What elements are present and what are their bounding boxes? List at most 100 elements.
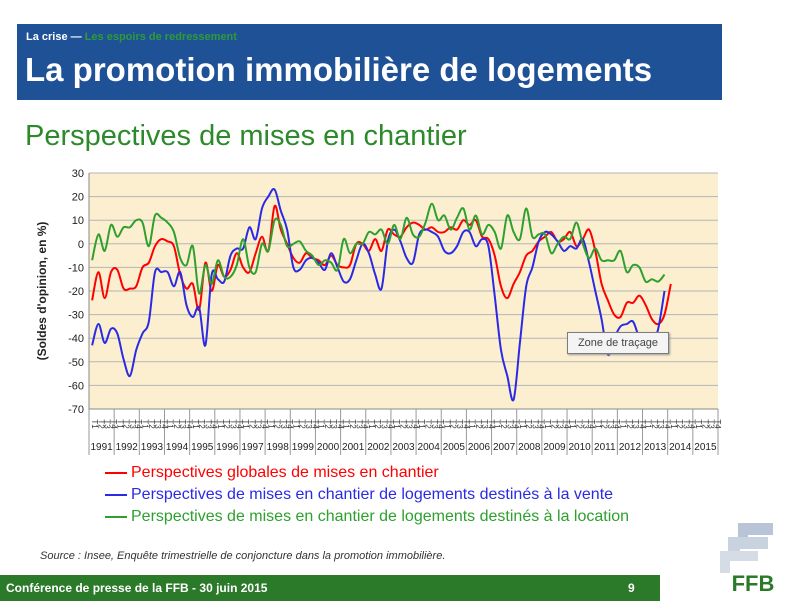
breadcrumb: La crise — Les espoirs de redressement [26, 31, 237, 43]
x-quarter-label: T4 [637, 419, 646, 429]
x-quarter-label: T1 [241, 419, 250, 429]
x-quarter-label: T2 [600, 419, 609, 429]
x-quarter-label: T1 [417, 419, 426, 429]
x-year-label: 2004 [418, 442, 441, 453]
x-quarter-label: T2 [373, 419, 382, 429]
x-quarter-label: T2 [625, 419, 634, 429]
x-quarter-label: T4 [688, 419, 697, 429]
x-quarter-label: T3 [606, 419, 615, 429]
y-tick-label: 10 [72, 215, 84, 227]
x-quarter-label: T3 [681, 419, 690, 429]
legend-swatch-blue [105, 494, 127, 496]
legend-label: Perspectives de mises en chantier de log… [131, 508, 630, 525]
x-quarter-label: T1 [166, 419, 175, 429]
x-year-label: 1999 [292, 442, 315, 453]
x-quarter-label: T1 [392, 419, 401, 429]
x-quarter-label: T4 [461, 419, 470, 429]
x-quarter-label: T4 [486, 419, 495, 429]
x-quarter-label: T3 [405, 419, 414, 429]
x-quarter-label: T1 [644, 419, 653, 429]
x-quarter-label: T3 [178, 419, 187, 429]
x-year-label: 2015 [694, 442, 717, 453]
x-quarter-label: T3 [279, 419, 288, 429]
x-quarter-label: T2 [474, 419, 483, 429]
x-quarter-label: T3 [505, 419, 514, 429]
x-quarter-label: T1 [317, 419, 326, 429]
x-year-label: 2012 [619, 442, 642, 453]
y-tick-label: -70 [68, 404, 84, 416]
x-quarter-label: T1 [468, 419, 477, 429]
x-year-label: 1996 [216, 442, 239, 453]
x-year-label: 1998 [267, 442, 290, 453]
y-tick-label: 30 [72, 168, 84, 180]
x-quarter-label: T2 [222, 419, 231, 429]
x-quarter-label: T3 [354, 419, 363, 429]
x-quarter-label: T2 [499, 419, 508, 429]
x-year-label: 1995 [191, 442, 214, 453]
x-quarter-label: T4 [713, 419, 722, 429]
x-quarter-label: T4 [562, 419, 571, 429]
x-quarter-label: T1 [619, 419, 628, 429]
x-quarter-label: T4 [537, 419, 546, 429]
x-year-label: 2006 [468, 442, 491, 453]
x-quarter-label: T3 [379, 419, 388, 429]
x-quarter-label: T3 [581, 419, 590, 429]
x-year-label: 2010 [568, 442, 591, 453]
x-quarter-label: T1 [543, 419, 552, 429]
x-quarter-label: T4 [587, 419, 596, 429]
x-quarter-label: T1 [694, 419, 703, 429]
x-quarter-label: T4 [411, 419, 420, 429]
legend-item-vente: Perspectives de mises en chantier de log… [105, 484, 629, 506]
x-quarter-label: T3 [455, 419, 464, 429]
x-quarter-label: T4 [310, 419, 319, 429]
x-quarter-label: T3 [556, 419, 565, 429]
legend-item-global: Perspectives globales de mises en chanti… [105, 462, 629, 484]
footer-text: Conférence de presse de la FFB - 30 juin… [6, 581, 268, 595]
x-quarter-label: T1 [669, 419, 678, 429]
x-quarter-label: T3 [203, 419, 212, 429]
x-year-label: 2014 [669, 442, 692, 453]
x-quarter-label: T4 [159, 419, 168, 429]
x-quarter-label: T3 [631, 419, 640, 429]
x-quarter-label: T4 [285, 419, 294, 429]
x-quarter-label: T4 [386, 419, 395, 429]
x-quarter-label: T2 [574, 419, 583, 429]
x-quarter-label: T2 [348, 419, 357, 429]
legend-label: Perspectives globales de mises en chanti… [131, 464, 439, 481]
x-year-label: 2009 [543, 442, 566, 453]
x-quarter-label: T4 [335, 419, 344, 429]
x-year-label: 1992 [116, 442, 139, 453]
x-quarter-label: T4 [512, 419, 521, 429]
header-banner: La crise — Les espoirs de redressement L… [17, 24, 722, 100]
x-quarter-label: T3 [153, 419, 162, 429]
x-quarter-label: T4 [210, 419, 219, 429]
x-quarter-label: T3 [128, 419, 137, 429]
x-quarter-label: T3 [329, 419, 338, 429]
x-quarter-label: T1 [291, 419, 300, 429]
x-year-label: 2011 [594, 442, 616, 453]
x-quarter-label: T1 [90, 419, 99, 429]
x-quarter-label: T2 [273, 419, 282, 429]
legend-swatch-red [105, 472, 127, 474]
y-tick-label: -60 [68, 380, 84, 392]
x-quarter-label: T3 [229, 419, 238, 429]
x-year-label: 2001 [342, 442, 365, 453]
ffb-logo-icon: FFB [720, 523, 774, 595]
x-quarter-label: T1 [140, 419, 149, 429]
x-quarter-label: T4 [235, 419, 244, 429]
x-quarter-label: T3 [480, 419, 489, 429]
x-year-label: 2003 [392, 442, 415, 453]
x-quarter-label: T3 [254, 419, 263, 429]
x-quarter-label: T4 [184, 419, 193, 429]
page-title: La promotion immobilière de logements [25, 51, 653, 88]
legend-item-location: Perspectives de mises en chantier de log… [105, 506, 629, 528]
breadcrumb-section: La crise — [26, 31, 82, 43]
x-quarter-label: T4 [436, 419, 445, 429]
y-tick-label: -10 [68, 262, 84, 274]
x-quarter-label: T2 [122, 419, 131, 429]
x-quarter-label: T3 [530, 419, 539, 429]
footer-bar: Conférence de presse de la FFB - 30 juin… [0, 575, 660, 601]
x-year-label: 1993 [141, 442, 164, 453]
x-quarter-label: T2 [650, 419, 659, 429]
